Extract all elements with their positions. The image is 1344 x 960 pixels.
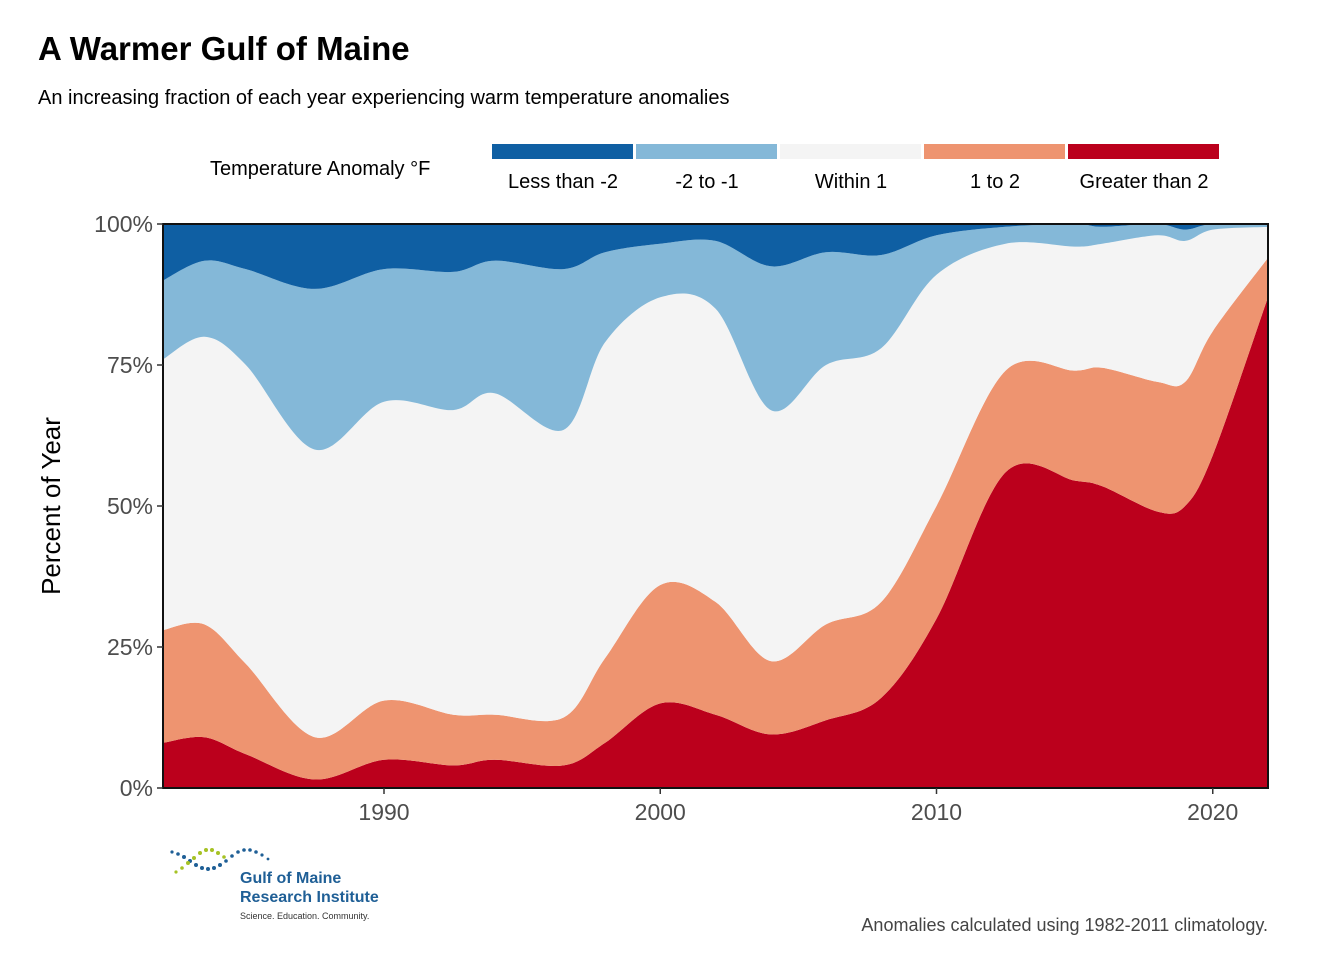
gmri-logo-icon [170,848,270,874]
legend-swatch-greater-than-2 [1068,144,1219,159]
legend-swatch-1-to-2 [924,144,1065,159]
y-tick-label: 0% [120,775,153,801]
x-tick-label: 2020 [1187,799,1238,825]
logo-text-line1: Gulf of Maine [240,870,342,887]
legend-label-within-1: Within 1 [814,171,888,193]
x-tick-label: 2010 [911,799,962,825]
chart-subtitle: An increasing fraction of each year expe… [38,87,730,109]
area-band-minus-2-to-minus-1 [163,223,1268,451]
y-tick-label: 25% [107,634,153,660]
legend-label-1-to-2: 1 to 2 [969,171,1021,193]
legend-title: Temperature Anomaly °F [210,158,431,180]
area-band-less-than-minus-2 [163,223,1268,289]
legend-label-greater-than-2: Greater than 2 [1079,171,1209,193]
x-tick-label: 2000 [635,799,686,825]
area-band-1-to-2 [163,257,1268,780]
y-tick-label: 75% [107,352,153,378]
legend-label-minus-2-to-minus-1: -2 to -1 [675,171,739,193]
y-axis-label: Percent of Year [36,417,66,595]
chart-caption: Anomalies calculated using 1982-2011 cli… [861,915,1268,935]
legend-label-less-than-minus-2: Less than -2 [507,171,619,193]
logo-text-line3: Science. Education. Community. [240,911,370,921]
area-band-greater-than-2 [163,297,1268,788]
logo-text-line2: Research Institute [240,889,379,906]
x-tick-label: 1990 [358,799,409,825]
legend-swatch-within-1 [780,144,921,159]
chart-title: A Warmer Gulf of Maine [38,30,410,67]
legend-swatch-minus-2-to-minus-1 [636,144,777,159]
legend-swatch-less-than-minus-2 [492,144,633,159]
area-band-within-1 [163,226,1268,738]
y-tick-label: 50% [107,493,153,519]
y-tick-label: 100% [94,211,153,237]
